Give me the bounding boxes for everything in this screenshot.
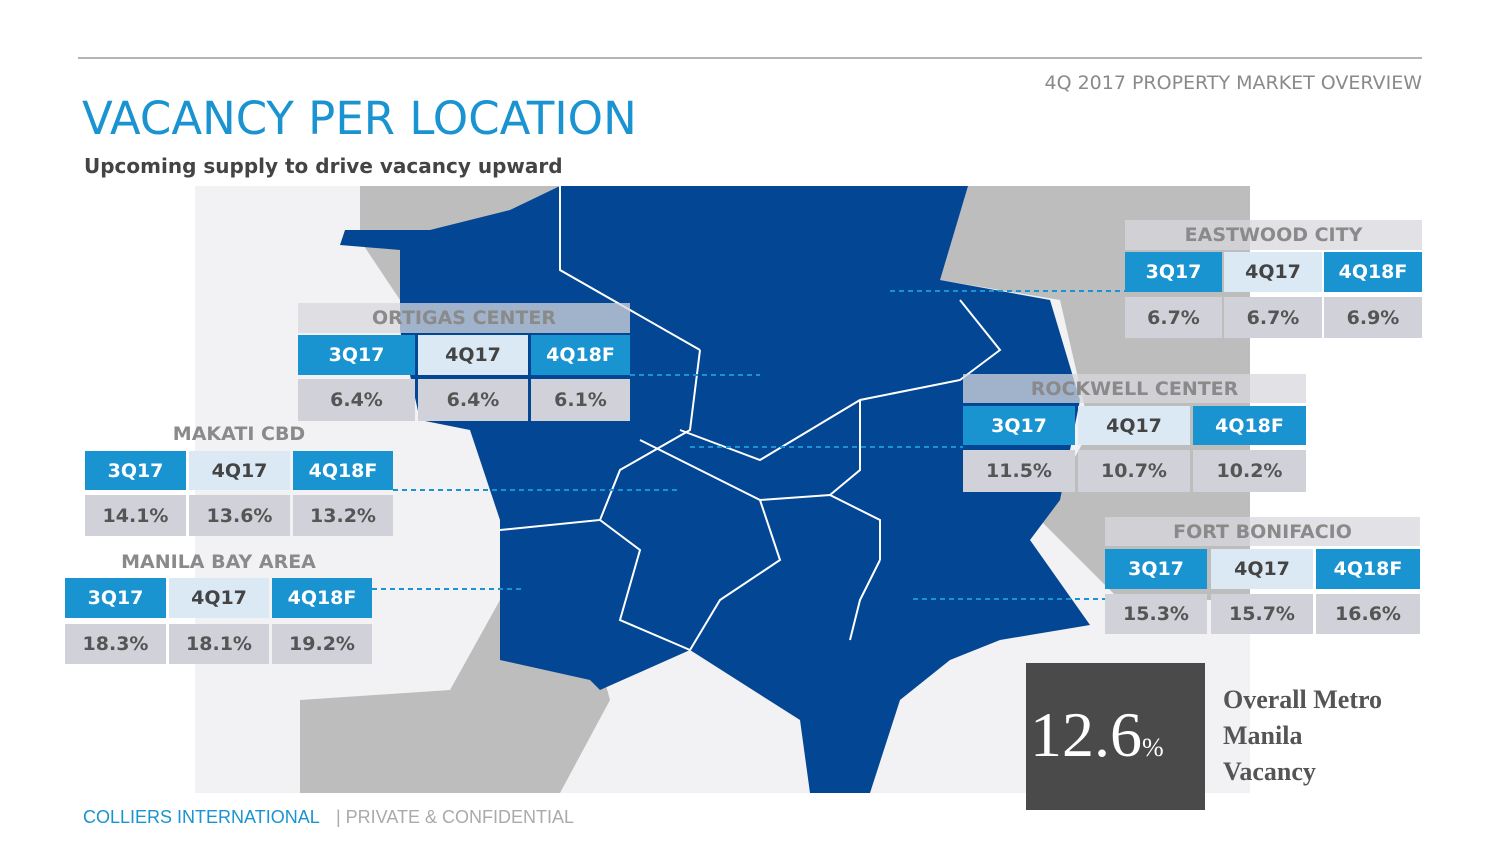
period-header: 3Q17 <box>1105 549 1207 589</box>
location-name: MANILA BAY AREA <box>121 551 316 573</box>
vacancy-value: 13.6% <box>189 495 290 536</box>
period-header: 4Q18F <box>1324 252 1422 292</box>
top-rule <box>78 57 1422 59</box>
period-header: 4Q18F <box>272 578 372 618</box>
period-header: 3Q17 <box>1125 252 1222 292</box>
vacancy-value: 6.9% <box>1324 297 1422 338</box>
period-header: 4Q18F <box>531 335 630 375</box>
vacancy-value: 18.1% <box>169 624 269 664</box>
vacancy-value: 6.4% <box>418 379 528 421</box>
period-header: 4Q17 <box>418 335 528 375</box>
location-name: ORTIGAS CENTER <box>298 303 630 333</box>
vacancy-value: 15.3% <box>1105 594 1207 634</box>
vacancy-value: 10.7% <box>1078 450 1190 492</box>
footer-company: COLLIERS INTERNATIONAL <box>83 807 320 827</box>
location-name: MAKATI CBD <box>172 423 306 445</box>
period-header: 3Q17 <box>85 451 186 490</box>
overall-value: 12.6% <box>1030 698 1164 772</box>
vacancy-value: 11.5% <box>963 450 1075 492</box>
period-header: 4Q18F <box>293 451 393 490</box>
vacancy-value: 14.1% <box>85 495 186 536</box>
footer-note: | PRIVATE & CONFIDENTIAL <box>336 807 575 827</box>
vacancy-value: 19.2% <box>272 624 372 664</box>
overall-label: Overall Metro Manila Vacancy <box>1223 682 1382 790</box>
subtitle: Upcoming supply to drive vacancy upward <box>84 154 563 178</box>
period-header: 4Q17 <box>1224 252 1322 292</box>
overall-label-line: Manila <box>1223 721 1303 750</box>
overall-label-line: Vacancy <box>1223 757 1316 786</box>
location-name: ROCKWELL CENTER <box>963 374 1306 403</box>
boundaries <box>499 186 1002 651</box>
vacancy-value: 18.3% <box>65 624 166 664</box>
period-header: 4Q17 <box>1078 406 1190 445</box>
vacancy-value: 6.7% <box>1224 297 1322 338</box>
period-header: 4Q17 <box>189 451 290 490</box>
period-header: 3Q17 <box>963 406 1075 445</box>
vacancy-value: 6.7% <box>1125 297 1222 338</box>
leader-lines <box>372 290 1125 600</box>
title: VACANCY PER LOCATION <box>82 92 637 145</box>
period-header: 4Q17 <box>169 578 269 618</box>
period-header: 3Q17 <box>65 578 166 618</box>
overall-number: 12.6 <box>1030 699 1142 770</box>
report-label: 4Q 2017 PROPERTY MARKET OVERVIEW <box>1044 72 1422 94</box>
period-header: 4Q17 <box>1211 549 1313 589</box>
period-header: 4Q18F <box>1316 549 1420 589</box>
vacancy-value: 15.7% <box>1211 594 1313 634</box>
period-header: 3Q17 <box>298 335 415 375</box>
overall-box <box>1026 663 1205 810</box>
location-name: FORT BONIFACIO <box>1105 517 1420 546</box>
vacancy-value: 6.1% <box>531 379 630 421</box>
overall-label-line: Overall Metro <box>1223 685 1383 714</box>
vacancy-value: 10.2% <box>1193 450 1306 492</box>
location-name: EASTWOOD CITY <box>1125 220 1422 250</box>
overall-unit: % <box>1142 733 1164 762</box>
vacancy-value: 16.6% <box>1316 594 1420 634</box>
vacancy-value: 13.2% <box>293 495 393 536</box>
vacancy-value: 6.4% <box>298 379 415 421</box>
period-header: 4Q18F <box>1193 406 1306 445</box>
